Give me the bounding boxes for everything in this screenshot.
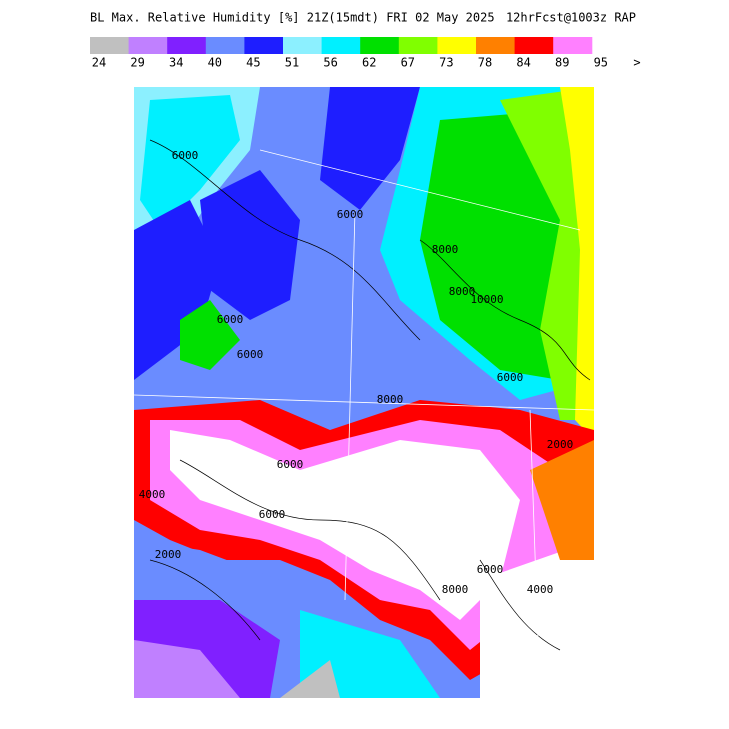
color-swatch [476,37,516,54]
colorbar-label: 24 [92,56,106,70]
colorbar-label: 29 [130,56,144,70]
colorbar-label: 51 [285,56,299,70]
colorbar-label: 73 [439,56,453,70]
color-swatch [205,37,245,54]
contour-label: 6000 [497,371,524,384]
contour-label: 8000 [449,285,476,298]
color-swatch [553,37,593,54]
contour-label: 2000 [547,438,574,451]
contour-label: 6000 [237,348,264,361]
contour-label: 4000 [527,583,554,596]
title: BL Max. Relative Humidity [%] 21Z(15mdt)… [90,11,495,25]
colorbar-label: 62 [362,56,376,70]
color-swatch [283,37,323,54]
contour-label: 8000 [432,243,459,256]
colorbar: 24 29 34 40 45 51 56 62 67 73 78 84 89 95 > [90,37,641,70]
contour-label: 6000 [172,149,199,162]
color-swatch [90,37,130,54]
forecast-label: 12hrFcst@1003z RAP [506,11,636,25]
colorbar-label: 56 [323,56,337,70]
color-swatch [360,37,400,54]
colorbar-label: 95 [594,56,608,70]
colorbar-label: 78 [478,56,492,70]
color-swatch [244,37,284,54]
colorbar-label: 67 [401,56,415,70]
map: 6000600080008000100006000600080002000400… [133,87,595,699]
contour-label: 6000 [477,563,504,576]
color-swatch [321,37,361,54]
colorbar-label: > [633,56,640,70]
colorbar-label: 89 [555,56,569,70]
colorbar-label: 34 [169,56,183,70]
color-swatch [437,37,477,54]
contour-label: 10000 [470,293,503,306]
contour-label: 4000 [139,488,166,501]
color-swatch [514,37,554,54]
color-swatch [398,37,438,54]
colorbar-label: 84 [516,56,530,70]
contour-label: 6000 [217,313,244,326]
contour-label: 6000 [337,208,364,221]
color-swatch [167,37,207,54]
contour-label: 2000 [155,548,182,561]
contour-label: 6000 [277,458,304,471]
contour-label: 6000 [259,508,286,521]
contour-label: 8000 [377,393,404,406]
color-swatch [128,37,168,54]
colorbar-label: 45 [246,56,260,70]
contour-label: 8000 [442,583,469,596]
colorbar-label: 40 [208,56,222,70]
